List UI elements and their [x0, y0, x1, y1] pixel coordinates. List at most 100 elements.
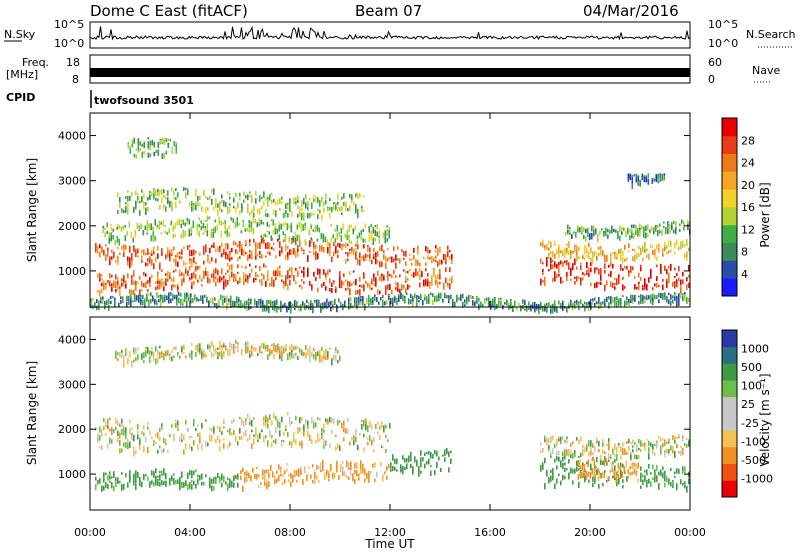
data-cell [235, 346, 237, 349]
data-cell [305, 419, 307, 426]
data-cell [418, 471, 420, 477]
data-cell [283, 440, 285, 443]
data-cell [281, 351, 283, 358]
data-cell [221, 253, 223, 258]
data-cell [456, 295, 458, 300]
data-cell [249, 421, 251, 425]
data-cell [261, 273, 263, 276]
data-cell [155, 281, 157, 284]
data-cell [614, 465, 616, 472]
data-cell [239, 256, 241, 259]
data-cell [668, 478, 670, 483]
data-cell [205, 270, 207, 276]
data-cell [299, 351, 301, 355]
data-cell [329, 288, 331, 292]
data-cell [686, 284, 688, 290]
data-cell [359, 276, 361, 282]
data-cell [191, 258, 193, 263]
data-cell [627, 229, 629, 235]
data-cell [312, 229, 315, 232]
data-cell [204, 219, 207, 222]
power-colorbar-label: Power [dB] [758, 182, 772, 247]
data-cell [214, 219, 217, 223]
data-cell [246, 227, 249, 232]
data-cell [333, 280, 335, 284]
data-cell [672, 299, 674, 304]
data-cell [632, 266, 634, 271]
data-cell [387, 439, 389, 443]
data-cell [676, 282, 678, 288]
data-cell [117, 283, 119, 291]
data-cell [342, 471, 344, 477]
data-cell [147, 279, 149, 284]
data-cell [682, 448, 684, 455]
data-cell [361, 284, 363, 288]
data-cell [289, 205, 291, 212]
data-cell [149, 282, 151, 287]
data-cell [181, 256, 183, 260]
data-cell [387, 284, 389, 290]
data-cell [678, 299, 680, 306]
data-cell [251, 194, 253, 201]
data-cell [149, 481, 151, 488]
data-cell [355, 206, 357, 214]
data-cell [270, 301, 272, 307]
data-cell [441, 259, 443, 264]
data-cell [186, 218, 189, 225]
data-cell [427, 273, 429, 277]
data-cell [562, 249, 564, 253]
data-cell [488, 297, 490, 300]
data-cell [554, 458, 556, 462]
data-cell [157, 245, 159, 251]
data-cell [171, 187, 173, 192]
data-cell [205, 353, 207, 358]
data-cell [352, 473, 354, 480]
data-cell [356, 298, 358, 305]
data-cell [634, 248, 636, 253]
data-cell [301, 247, 303, 252]
data-cell [201, 278, 203, 282]
data-cell [640, 297, 642, 304]
data-cell [337, 201, 339, 205]
data-cell [383, 250, 385, 253]
data-cell [306, 474, 308, 482]
data-cell [221, 268, 223, 275]
data-cell [295, 251, 297, 258]
data-cell [562, 474, 564, 481]
data-cell [668, 250, 670, 254]
data-cell [650, 443, 652, 446]
data-cell [157, 449, 159, 454]
data-cell [113, 251, 115, 258]
data-cell [223, 281, 225, 284]
data-cell [631, 174, 634, 179]
data-cell [687, 223, 689, 231]
data-cell [579, 459, 582, 463]
data-cell [199, 352, 201, 355]
data-cell [155, 197, 157, 201]
data-cell [309, 282, 311, 285]
data-cell [534, 302, 536, 309]
data-cell [388, 296, 390, 299]
data-cell [619, 225, 621, 233]
data-cell [157, 478, 159, 482]
data-cell [189, 470, 191, 475]
data-cell [451, 275, 453, 281]
data-cell [414, 456, 416, 463]
data-cell [97, 433, 99, 439]
data-cell [637, 478, 640, 483]
data-cell [554, 300, 556, 307]
data-cell [668, 299, 670, 305]
data-cell [329, 347, 331, 351]
data-cell [275, 438, 277, 444]
data-cell [267, 200, 269, 207]
data-cell [248, 229, 251, 233]
data-cell [157, 285, 159, 290]
data-cell [628, 438, 630, 444]
data-cell [105, 420, 107, 423]
x-tick-label: 08:00 [274, 526, 306, 539]
data-cell [425, 262, 427, 266]
data-cell [366, 474, 368, 480]
data-cell [144, 301, 146, 309]
data-cell [297, 251, 299, 257]
data-cell [321, 198, 323, 203]
